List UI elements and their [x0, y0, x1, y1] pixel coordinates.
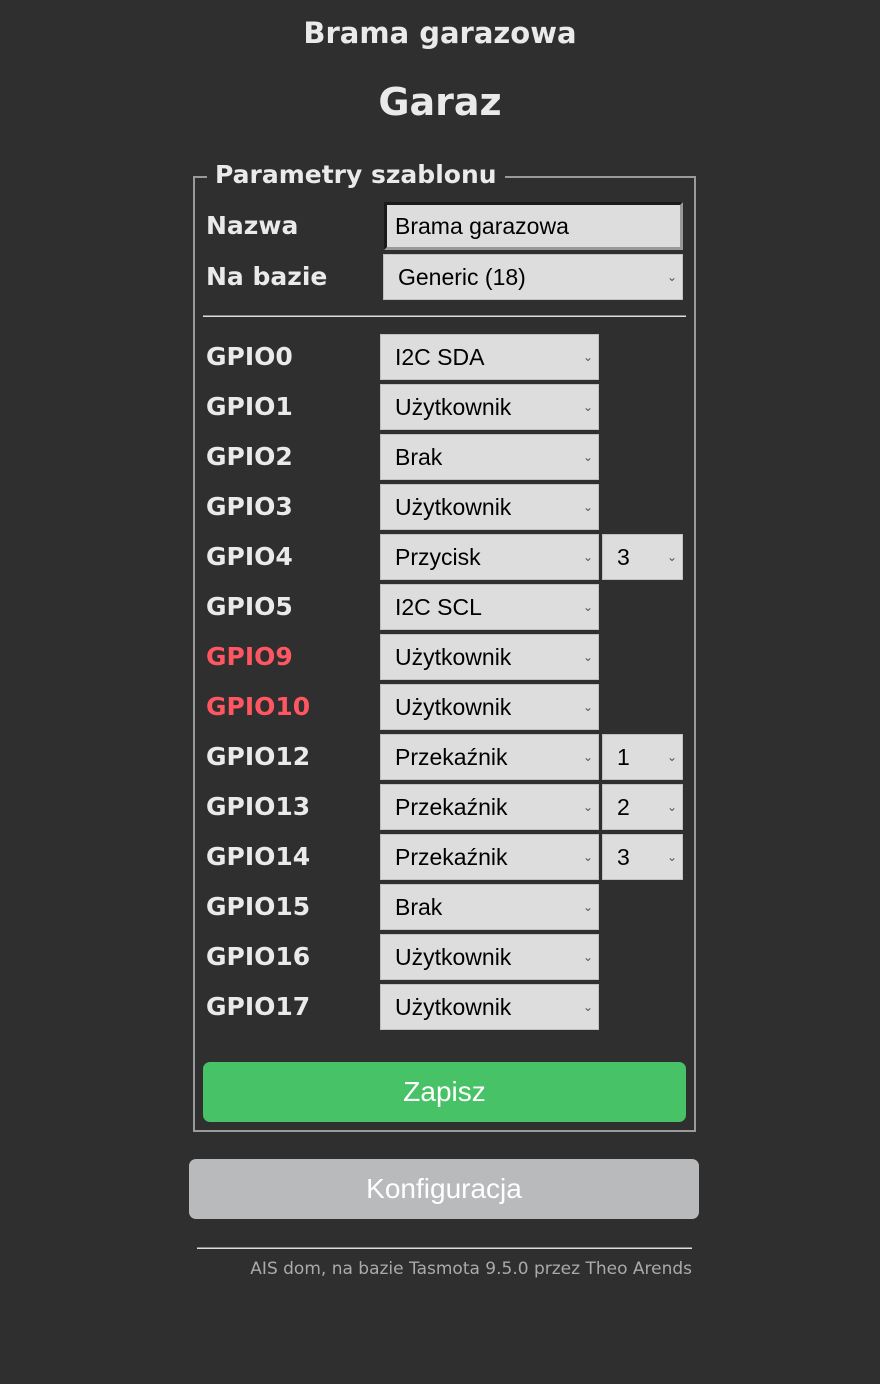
gpio-label: GPIO5 — [206, 592, 293, 621]
gpio-index-value: 1 — [617, 743, 630, 770]
gpio-label: GPIO4 — [206, 542, 293, 571]
gpio-function-select[interactable]: Użytkownik ⌄ — [380, 384, 599, 430]
divider — [203, 315, 686, 317]
gpio-function-value: Przekaźnik — [395, 843, 508, 870]
configuration-button[interactable]: Konfiguracja — [189, 1159, 699, 1219]
fieldset-legend: Parametry szablonu — [207, 160, 505, 189]
gpio-function-select[interactable]: I2C SDA ⌄ — [380, 334, 599, 380]
chevron-down-icon: ⌄ — [582, 400, 593, 414]
save-button[interactable]: Zapisz — [203, 1062, 686, 1122]
gpio-label: GPIO10 — [206, 692, 311, 721]
gpio-label: GPIO2 — [206, 442, 293, 471]
gpio-function-select[interactable]: Użytkownik ⌄ — [380, 634, 599, 680]
gpio-function-select[interactable]: Przekaźnik ⌄ — [380, 734, 599, 780]
footer-divider — [197, 1247, 692, 1249]
chevron-down-icon: ⌄ — [666, 750, 677, 764]
gpio-label: GPIO3 — [206, 492, 293, 521]
gpio-label: GPIO9 — [206, 642, 293, 671]
chevron-down-icon: ⌄ — [582, 900, 593, 914]
gpio-index-select[interactable]: 3 ⌄ — [602, 534, 683, 580]
gpio-function-select[interactable]: Użytkownik ⌄ — [380, 984, 599, 1030]
page-title: Garaz — [378, 80, 502, 124]
name-input[interactable]: Brama garazowa — [384, 202, 683, 250]
chevron-down-icon: ⌄ — [582, 450, 593, 464]
chevron-down-icon: ⌄ — [582, 1000, 593, 1014]
gpio-index-value: 3 — [617, 543, 630, 570]
gpio-function-select[interactable]: Użytkownik ⌄ — [380, 934, 599, 980]
gpio-function-value: Przekaźnik — [395, 793, 508, 820]
base-select-value: Generic (18) — [398, 263, 526, 290]
gpio-function-select[interactable]: Przycisk ⌄ — [380, 534, 599, 580]
gpio-function-value: Użytkownik — [395, 493, 512, 520]
gpio-function-value: Użytkownik — [395, 393, 512, 420]
gpio-index-select[interactable]: 3 ⌄ — [602, 834, 683, 880]
gpio-function-value: Użytkownik — [395, 993, 512, 1020]
gpio-function-value: I2C SDA — [395, 343, 485, 370]
gpio-index-select[interactable]: 2 ⌄ — [602, 784, 683, 830]
gpio-function-value: Brak — [395, 443, 443, 470]
chevron-down-icon: ⌄ — [582, 350, 593, 364]
gpio-function-select[interactable]: Użytkownik ⌄ — [380, 684, 599, 730]
chevron-down-icon: ⌄ — [666, 850, 677, 864]
gpio-function-select[interactable]: Użytkownik ⌄ — [380, 484, 599, 530]
gpio-label: GPIO12 — [206, 742, 311, 771]
gpio-function-value: Użytkownik — [395, 643, 512, 670]
gpio-function-value: Przycisk — [395, 543, 481, 570]
gpio-function-value: Użytkownik — [395, 693, 512, 720]
base-label: Na bazie — [206, 262, 328, 291]
gpio-label: GPIO16 — [206, 942, 311, 971]
base-select[interactable]: Generic (18) ⌄ — [383, 254, 683, 300]
gpio-function-value: Przekaźnik — [395, 743, 508, 770]
gpio-function-select[interactable]: Brak ⌄ — [380, 884, 599, 930]
chevron-down-icon: ⌄ — [582, 700, 593, 714]
chevron-down-icon: ⌄ — [582, 800, 593, 814]
name-label: Nazwa — [206, 211, 299, 240]
gpio-function-select[interactable]: Przekaźnik ⌄ — [380, 834, 599, 880]
gpio-function-value: Użytkownik — [395, 943, 512, 970]
gpio-label: GPIO13 — [206, 792, 311, 821]
gpio-function-select[interactable]: I2C SCL ⌄ — [380, 584, 599, 630]
chevron-down-icon: ⌄ — [666, 270, 677, 284]
gpio-function-value: I2C SCL — [395, 593, 482, 620]
device-name: Brama garazowa — [303, 16, 577, 50]
gpio-function-select[interactable]: Brak ⌄ — [380, 434, 599, 480]
gpio-function-select[interactable]: Przekaźnik ⌄ — [380, 784, 599, 830]
chevron-down-icon: ⌄ — [666, 800, 677, 814]
gpio-label: GPIO1 — [206, 392, 293, 421]
gpio-label: GPIO17 — [206, 992, 311, 1021]
gpio-label: GPIO14 — [206, 842, 311, 871]
chevron-down-icon: ⌄ — [582, 750, 593, 764]
gpio-index-select[interactable]: 1 ⌄ — [602, 734, 683, 780]
chevron-down-icon: ⌄ — [666, 550, 677, 564]
gpio-index-value: 3 — [617, 843, 630, 870]
chevron-down-icon: ⌄ — [582, 500, 593, 514]
gpio-function-value: Brak — [395, 893, 443, 920]
chevron-down-icon: ⌄ — [582, 650, 593, 664]
footer-text: AIS dom, na bazie Tasmota 9.5.0 przez Th… — [250, 1259, 692, 1279]
gpio-label: GPIO15 — [206, 892, 311, 921]
chevron-down-icon: ⌄ — [582, 600, 593, 614]
gpio-index-value: 2 — [617, 793, 630, 820]
chevron-down-icon: ⌄ — [582, 850, 593, 864]
chevron-down-icon: ⌄ — [582, 550, 593, 564]
chevron-down-icon: ⌄ — [582, 950, 593, 964]
gpio-label: GPIO0 — [206, 342, 293, 371]
